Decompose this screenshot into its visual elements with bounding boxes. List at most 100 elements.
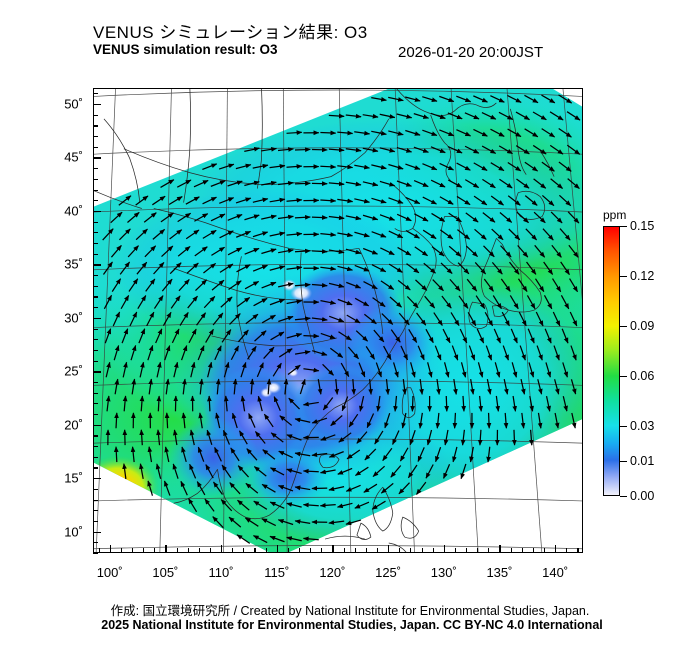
wind-arrow	[253, 535, 268, 544]
wind-arrow	[303, 333, 320, 339]
wind-arrow	[163, 480, 171, 496]
wind-arrow	[371, 231, 387, 238]
wind-arrow	[443, 429, 449, 446]
colorbar-gradient	[603, 226, 620, 496]
wind-arrow	[354, 264, 370, 272]
wind-arrow	[498, 111, 514, 121]
wind-arrow	[102, 228, 114, 241]
wind-arrow	[270, 467, 285, 476]
datetime-label: 2026-01-20 20:00JST	[398, 44, 544, 61]
wind-arrow	[460, 362, 467, 378]
wind-arrow	[156, 429, 161, 446]
wind-arrow	[148, 378, 153, 395]
wind-arrow	[363, 483, 378, 493]
wind-arrow	[567, 211, 580, 224]
wind-arrow	[244, 146, 260, 152]
wind-arrow	[229, 482, 241, 495]
y-axis-label: 20˚	[64, 417, 83, 433]
wind-arrow	[294, 214, 311, 220]
wind-arrow	[195, 279, 208, 291]
wind-arrow	[122, 395, 128, 412]
wind-arrow	[294, 248, 311, 254]
wind-arrow	[164, 412, 170, 429]
wind-arrow	[231, 412, 238, 429]
wind-arrow	[380, 280, 395, 290]
wind-arrow	[473, 162, 488, 171]
wind-arrow	[252, 231, 269, 238]
wind-arrow	[105, 395, 111, 412]
wind-arrow	[376, 395, 381, 412]
wind-arrow	[348, 413, 359, 428]
wind-arrow	[278, 450, 293, 459]
wind-arrow	[354, 231, 370, 238]
wind-arrow	[186, 262, 199, 274]
wind-arrow	[196, 312, 207, 326]
wind-arrow	[256, 362, 264, 378]
wind-arrow	[524, 161, 538, 172]
wind-arrow	[490, 162, 505, 172]
wind-arrow	[329, 315, 345, 323]
wind-arrow	[311, 282, 328, 288]
wind-arrow	[272, 362, 282, 377]
wind-arrow	[286, 164, 303, 169]
wind-arrow	[552, 311, 561, 327]
wind-arrow	[535, 311, 544, 327]
wind-arrow	[517, 278, 528, 292]
wind-arrow	[408, 329, 418, 343]
wind-arrow	[204, 498, 215, 512]
wind-arrow	[319, 469, 336, 475]
wind-arrow	[320, 434, 336, 441]
wind-arrow	[362, 181, 379, 187]
wind-arrow	[222, 429, 231, 445]
wind-arrow	[452, 446, 458, 463]
wind-arrow	[366, 413, 375, 429]
wind-arrow	[337, 232, 354, 238]
wind-arrow	[430, 112, 446, 120]
wind-arrow	[528, 362, 535, 378]
wind-arrow	[482, 212, 496, 223]
wind-arrow	[345, 147, 362, 153]
wind-arrow	[338, 331, 352, 341]
wind-arrow	[467, 312, 477, 327]
wind-arrow	[147, 480, 154, 496]
wind-arrow	[334, 378, 340, 395]
wind-arrow	[227, 247, 243, 256]
wind-arrow	[388, 230, 404, 239]
wind-arrow	[508, 228, 521, 241]
wind-arrow	[194, 246, 208, 257]
wind-arrow	[328, 282, 345, 289]
wind-arrow	[561, 328, 569, 344]
wind-arrow	[405, 96, 421, 102]
wind-arrow	[278, 315, 294, 323]
wind-arrow	[346, 449, 361, 460]
wind-arrow	[466, 278, 478, 292]
wind-arrow	[177, 212, 192, 223]
wind-arrow	[269, 163, 286, 169]
wind-arrow	[473, 128, 488, 137]
wind-arrow	[390, 329, 401, 343]
wind-arrow	[456, 162, 471, 171]
wind-arrow	[499, 178, 513, 189]
y-axis-label: 45˚	[64, 149, 83, 165]
wind-arrow	[534, 278, 545, 293]
wind-arrow	[365, 346, 376, 360]
wind-arrow	[179, 312, 189, 326]
wind-arrow	[430, 179, 446, 188]
wind-arrow	[135, 228, 148, 241]
wind-arrow	[355, 466, 369, 477]
wind-arrow	[475, 295, 486, 309]
wind-arrow	[261, 518, 277, 527]
wind-arrow	[176, 179, 192, 188]
wind-arrow	[236, 296, 251, 308]
wind-arrow	[214, 345, 222, 361]
wind-arrow	[443, 362, 450, 378]
wind-arrow	[398, 312, 410, 326]
wind-arrow	[351, 378, 356, 395]
wind-arrow	[337, 298, 353, 306]
wind-arrow	[248, 413, 256, 428]
map-canvas	[94, 89, 582, 552]
wind-arrow	[442, 464, 451, 479]
wind-arrow	[211, 279, 225, 291]
wind-arrow	[244, 247, 260, 255]
wind-arrow	[432, 279, 444, 292]
